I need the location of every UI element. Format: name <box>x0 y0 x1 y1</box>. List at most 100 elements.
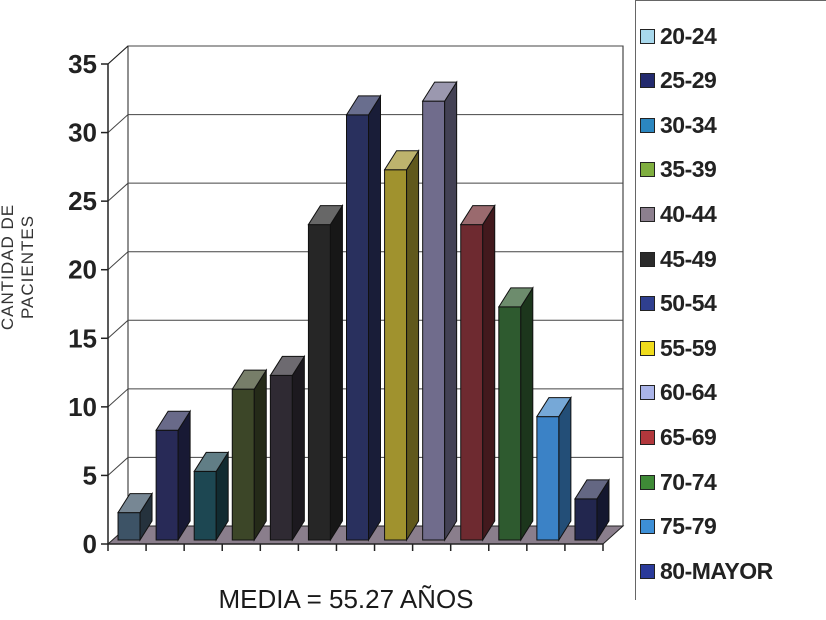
legend-swatch <box>640 385 655 401</box>
bar-face <box>307 224 331 541</box>
gridline-side <box>107 251 129 271</box>
bar-face <box>574 498 598 541</box>
y-tick-label: 20 <box>68 255 97 285</box>
bar-65-69 <box>459 203 496 542</box>
bar-face <box>460 224 484 541</box>
bar-face <box>498 306 522 541</box>
legend-item: 80-MAYOR <box>640 558 773 584</box>
bar-face <box>482 203 496 542</box>
bar-face <box>291 354 305 542</box>
legend-label: 80-MAYOR <box>660 557 773 584</box>
y-tick-label: 15 <box>68 323 97 353</box>
y-tick-label: 0 <box>83 529 97 559</box>
legend-item: 70-74 <box>640 468 717 495</box>
bar-35-39 <box>231 368 268 542</box>
bar-60-64 <box>421 80 458 542</box>
y-tick-label: 10 <box>68 392 97 422</box>
bar-face <box>177 409 191 542</box>
legend-swatch <box>640 519 655 535</box>
y-tick-label: 35 <box>68 49 97 79</box>
bar-face <box>231 388 255 541</box>
bar-face <box>307 205 344 226</box>
bar-face <box>345 95 382 116</box>
bar-face <box>346 114 369 541</box>
bar-face <box>535 397 572 418</box>
legend-item: 40-44 <box>640 200 717 227</box>
bar-face <box>231 369 268 390</box>
legend-item: 30-34 <box>640 111 717 138</box>
bar-face <box>536 416 560 541</box>
legend-item: 35-39 <box>640 156 717 183</box>
bar-55-59 <box>383 148 420 542</box>
legend-item: 75-79 <box>640 513 717 540</box>
bar-face <box>193 470 217 541</box>
bar-face <box>574 479 610 500</box>
bar-face <box>459 205 496 226</box>
gridline-side <box>107 114 129 133</box>
bar-50-54 <box>345 94 382 542</box>
legend-swatch <box>640 429 655 445</box>
legend-label: 40-44 <box>660 200 717 227</box>
legend-label: 50-54 <box>660 290 717 317</box>
gridline-side <box>107 388 129 408</box>
legend-label: 65-69 <box>660 423 717 450</box>
y-tick-label: 25 <box>68 186 97 216</box>
bar-face <box>329 203 343 542</box>
bar-45-49 <box>307 203 344 542</box>
bar-face <box>117 493 153 514</box>
legend-swatch <box>640 340 655 356</box>
legend: 20-24 25-29 30-34 35-39 40-44 45-49 50-54 55-59… <box>635 0 826 600</box>
bar-face <box>421 81 458 102</box>
legend-swatch <box>640 296 655 312</box>
y-tick-label: 5 <box>83 460 97 490</box>
legend-swatch <box>640 563 655 579</box>
bar-face <box>155 410 192 431</box>
bar-face <box>406 148 420 542</box>
legend-label: 20-24 <box>660 22 717 49</box>
bar-face <box>422 100 446 541</box>
gridline-side <box>107 182 129 202</box>
bar-face <box>155 429 179 541</box>
bar-face <box>253 368 267 542</box>
legend-label: 75-79 <box>660 513 717 540</box>
y-tick-label: 30 <box>68 118 97 148</box>
legend-item: 45-49 <box>640 246 717 272</box>
bar-face <box>558 395 572 542</box>
bar-75-79 <box>535 395 572 542</box>
legend-label: 60-64 <box>660 379 717 406</box>
side-wall-top <box>107 45 129 65</box>
bar-face <box>117 512 141 541</box>
legend-swatch <box>640 117 655 133</box>
legend-item: 50-54 <box>640 290 717 317</box>
bar-30-34 <box>193 450 230 542</box>
legend-swatch <box>640 474 655 490</box>
bar-face <box>269 355 306 376</box>
legend-swatch <box>640 162 655 178</box>
legend-label: 35-39 <box>660 156 717 183</box>
bar-80-MAYOR <box>574 478 610 542</box>
y-axis-label: CANTIDAD DE PACIENTES <box>0 203 37 331</box>
legend-item: 65-69 <box>640 423 717 450</box>
legend-label: 30-34 <box>660 111 717 138</box>
bar-70-74 <box>497 286 534 542</box>
legend-item: 25-29 <box>640 67 717 94</box>
bar-20-24 <box>117 491 153 542</box>
legend-swatch <box>640 73 655 89</box>
bar-face <box>269 374 293 541</box>
legend-label: 70-74 <box>660 468 717 495</box>
legend-swatch <box>640 28 655 44</box>
bar-face <box>384 169 408 541</box>
legend-item: 20-24 <box>640 22 717 49</box>
gridline-side <box>107 319 129 339</box>
legend-item: 55-59 <box>640 334 717 361</box>
bar-face <box>193 451 230 472</box>
bar-face <box>520 286 534 542</box>
legend-label: 55-59 <box>660 334 717 361</box>
legend-swatch <box>640 251 655 267</box>
bar-25-29 <box>155 409 192 542</box>
bar-40-44 <box>269 354 306 542</box>
x-axis-label: MEDIA = 55.27 AÑOS <box>218 584 474 614</box>
legend-item: 60-64 <box>640 379 717 406</box>
